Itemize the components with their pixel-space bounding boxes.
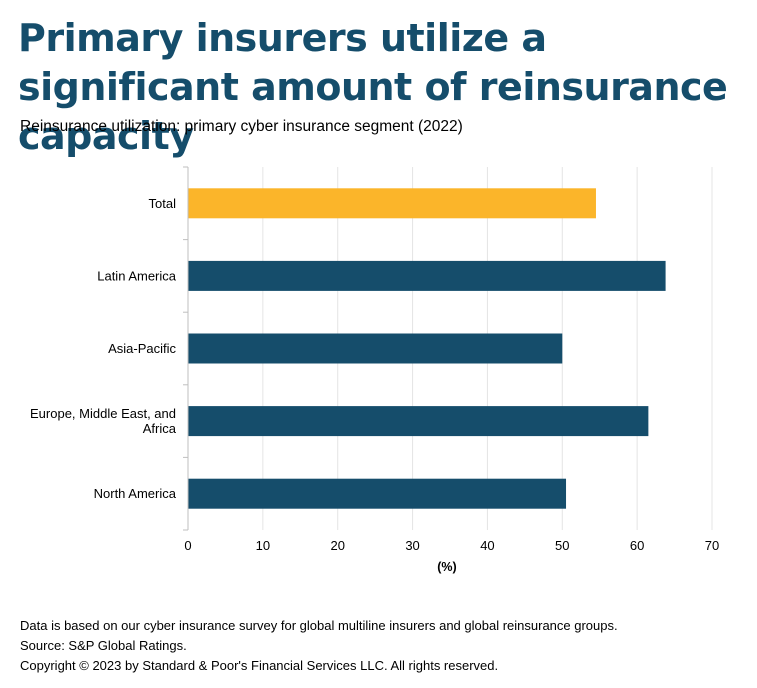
bar-asia-pacific — [188, 333, 563, 364]
footnote-source: Source: S&P Global Ratings. — [20, 638, 187, 653]
bars — [188, 188, 666, 509]
footnotes: Data is based on our cyber insurance sur… — [20, 616, 618, 676]
x-tick-label: 60 — [630, 538, 644, 553]
footnote-data-basis: Data is based on our cyber insurance sur… — [20, 618, 618, 633]
x-tick-label: 30 — [405, 538, 419, 553]
x-tick-label: 70 — [705, 538, 719, 553]
bar-latin-america — [188, 260, 666, 291]
category-label: Asia-Pacific — [108, 341, 176, 356]
bar-europe-middle-east-and-africa — [188, 406, 649, 437]
category-label: Europe, Middle East, and Africa — [30, 406, 177, 436]
bar-total — [188, 188, 596, 219]
chart-subtitle: Reinsurance utilization: primary cyber i… — [20, 118, 463, 135]
x-tick-label: 50 — [555, 538, 569, 553]
x-tick-label: 40 — [480, 538, 494, 553]
x-axis-title: (%) — [437, 560, 456, 574]
x-tick-label: 20 — [330, 538, 344, 553]
x-tick-label: 10 — [256, 538, 270, 553]
x-tick-label: 0 — [184, 538, 191, 553]
labels: Total Latin America Asia-Pacific Europe, Mi… — [30, 196, 719, 574]
chart-title: Primary insurers utilize a significant a… — [18, 16, 728, 158]
category-label: Total — [149, 196, 177, 211]
category-label: Latin America — [97, 268, 177, 283]
footnote-copyright: Copyright © 2023 by Standard & Poor's Fi… — [20, 658, 499, 673]
bar-north-america — [188, 478, 567, 509]
category-label: North America — [94, 486, 177, 501]
axes — [183, 166, 189, 531]
bar-chart: Total Latin America Asia-Pacific Europe, Mi… — [30, 166, 719, 574]
